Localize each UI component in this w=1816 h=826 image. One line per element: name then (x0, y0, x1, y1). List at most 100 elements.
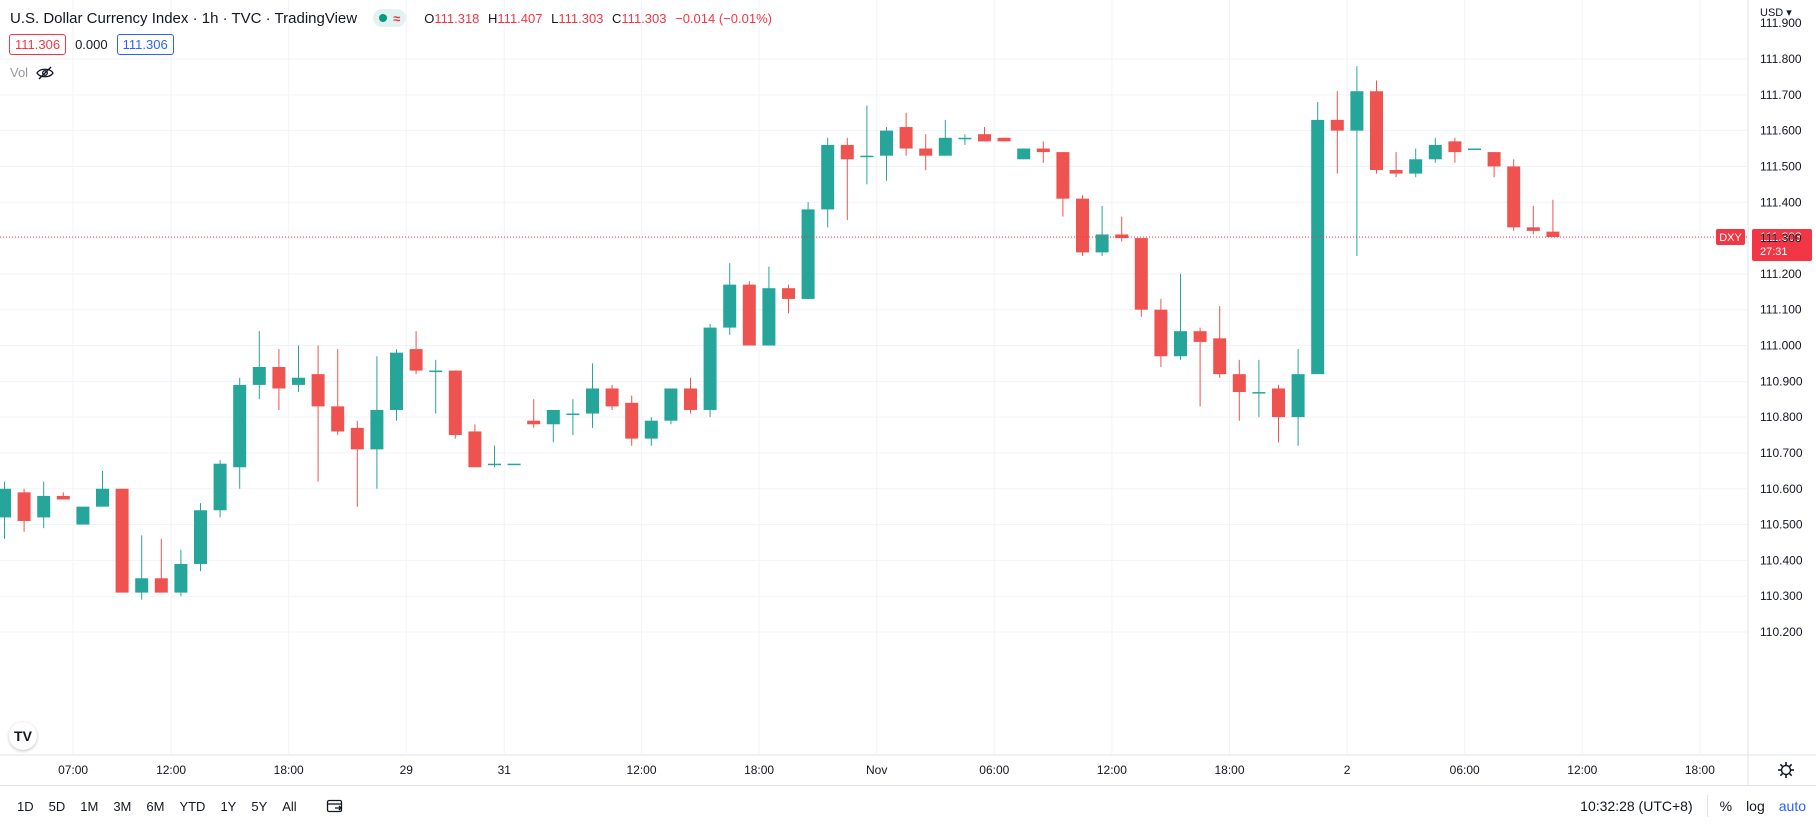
candle (213, 460, 227, 518)
candle (1213, 306, 1227, 378)
log-scale-toggle[interactable]: log (1746, 798, 1765, 814)
candle-body (644, 420, 658, 439)
candle-body (370, 409, 384, 450)
x-tick-label: 12:00 (1567, 763, 1597, 777)
candle-body (1291, 374, 1305, 418)
range-button-5y[interactable]: 5Y (251, 798, 268, 814)
buy-price-button[interactable]: 111.306 (116, 34, 174, 55)
candle (1448, 137, 1462, 163)
candle (605, 384, 619, 410)
candle-body (527, 420, 541, 425)
candle-body (1134, 238, 1148, 310)
percent-scale-toggle[interactable]: % (1719, 798, 1733, 814)
candle (17, 488, 31, 532)
range-button-1y[interactable]: 1Y (220, 798, 237, 814)
x-tick-label: Nov (866, 763, 887, 777)
candle-body (1095, 234, 1109, 253)
calendar-goto-icon[interactable] (326, 798, 344, 814)
candle-body (488, 463, 501, 466)
x-tick-label: 18:00 (1214, 763, 1244, 777)
candle (272, 349, 286, 410)
candle (0, 481, 11, 539)
candle (135, 535, 149, 600)
range-button-6m[interactable]: 6M (146, 798, 165, 814)
range-button-3m[interactable]: 3M (113, 798, 132, 814)
candle (1036, 141, 1050, 163)
eye-crossed-icon[interactable] (36, 66, 54, 80)
candle (174, 549, 188, 597)
candle (625, 395, 639, 446)
symbol-tag-label: DXY (1719, 232, 1742, 244)
candle (311, 345, 325, 482)
sell-price-button[interactable]: 111.306 (9, 34, 67, 55)
candle-body (252, 366, 266, 385)
candle-body (919, 148, 933, 156)
candle (1076, 195, 1089, 256)
y-tick-label: 110.700 (1760, 446, 1803, 460)
candle-body (0, 488, 11, 518)
range-button-5d[interactable]: 5D (48, 798, 66, 814)
candle (801, 202, 815, 299)
candle-body (1213, 338, 1227, 375)
candle-body (664, 388, 678, 421)
candle (958, 134, 972, 145)
candle-body (1389, 170, 1403, 174)
price-axis[interactable]: 110.200 110.300 110.400 110.500 110.600 110.7… (1760, 16, 1803, 639)
range-button-1m[interactable]: 1M (80, 798, 99, 814)
candle-body (154, 578, 168, 593)
candle (429, 359, 443, 414)
candle (684, 377, 697, 414)
x-tick-label: 12:00 (626, 763, 656, 777)
candle-body (723, 284, 737, 328)
candle-body (742, 284, 756, 346)
candle (1252, 359, 1266, 418)
candle (468, 424, 482, 468)
toolbar-divider (1706, 795, 1708, 817)
time-axis[interactable]: 07:00 12:00 18:00 29 31 12:00 18:00 Nov 06:00 12:… (58, 762, 1794, 778)
auto-scale-toggle[interactable]: auto (1778, 798, 1806, 814)
gear-tooth (1779, 763, 1784, 768)
candle-body (1507, 166, 1521, 228)
tradingview-logo[interactable]: TV (9, 722, 37, 750)
price-tag-value: 111.303 (1760, 230, 1802, 244)
volume-indicator[interactable]: Vol (10, 65, 54, 80)
candle (1350, 66, 1364, 256)
currency-selector[interactable]: USD ▾ (1760, 7, 1792, 19)
range-button-ytd[interactable]: YTD (179, 798, 206, 814)
bid-ask-row: 111.306 0.000 111.306 (9, 34, 174, 55)
candle-body (978, 134, 991, 142)
clock-timezone[interactable]: 10:32:28 (UTC+8) (1580, 798, 1693, 814)
candle-body (1428, 144, 1442, 160)
candle-body (1154, 309, 1168, 357)
candle (56, 492, 70, 500)
symbol-title[interactable]: U.S. Dollar Currency Index · 1h · TVC · … (10, 9, 358, 27)
close-value: 111.303 (621, 10, 667, 26)
candle (1487, 152, 1501, 178)
candle-body (684, 388, 697, 410)
candle (154, 538, 168, 593)
candle-body (1232, 374, 1246, 393)
candle (1115, 216, 1129, 242)
low-value: 111.303 (558, 10, 604, 26)
candle (1330, 91, 1344, 174)
candle-body (899, 127, 913, 149)
high-value: 111.407 (497, 10, 543, 26)
candle (1154, 298, 1168, 367)
range-button-all[interactable]: All (282, 798, 297, 814)
candle-body (292, 377, 305, 385)
close-label: C (612, 10, 622, 26)
y-tick-label: 111.000 (1760, 339, 1802, 353)
currency-label: USD (1760, 7, 1784, 19)
range-button-1d[interactable]: 1D (17, 798, 34, 814)
candle-body (17, 492, 31, 521)
open-label: O (424, 10, 435, 26)
candle-body (76, 506, 90, 525)
x-tick-label: 07:00 (58, 763, 88, 777)
market-status-pill[interactable]: ≈ (373, 9, 407, 27)
y-tick-label: 111.900 (1760, 16, 1802, 30)
low-label: L (551, 10, 559, 26)
bottom-toolbar: 1D 5D 1M 3M 6M YTD 1Y 5Y All 10:32:28 (UTC+8) % … (0, 785, 1816, 826)
candle (664, 388, 678, 425)
settings-gear-icon[interactable] (1778, 762, 1794, 778)
